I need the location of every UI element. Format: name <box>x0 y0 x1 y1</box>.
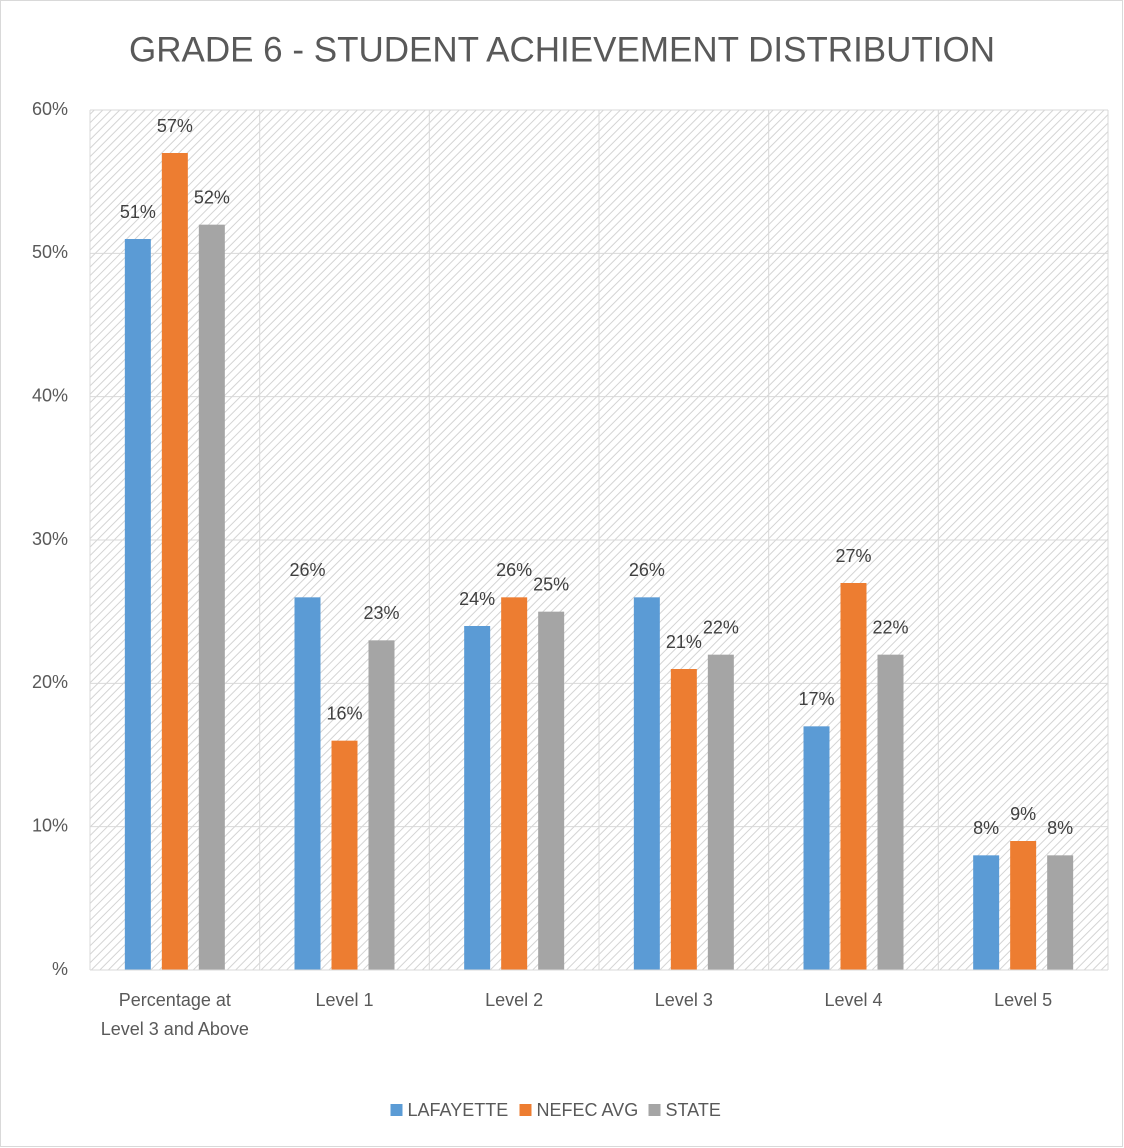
value-label: 24% <box>459 589 495 609</box>
bar <box>124 239 151 970</box>
y-tick-label: 30% <box>32 529 68 549</box>
value-label: 57% <box>157 116 193 136</box>
x-tick-label: Level 4 <box>824 990 883 1010</box>
value-label: 17% <box>798 689 834 709</box>
bar <box>1047 855 1074 970</box>
bar <box>538 611 565 970</box>
value-label: 21% <box>666 632 702 652</box>
value-label: 8% <box>1047 818 1073 838</box>
value-label: 26% <box>629 560 665 580</box>
bar <box>803 726 830 970</box>
value-label: 26% <box>289 560 325 580</box>
chart-title: GRADE 6 - STUDENT ACHIEVEMENT DISTRIBUTI… <box>129 30 995 69</box>
bar <box>501 597 528 970</box>
value-label: 22% <box>703 617 739 637</box>
value-label: 8% <box>973 818 999 838</box>
legend-label: NEFEC AVG <box>537 1100 639 1120</box>
legend-swatch <box>519 1104 532 1116</box>
x-tick-label: Level 3 <box>654 990 713 1010</box>
bar <box>161 153 188 970</box>
legend-swatch <box>648 1104 661 1116</box>
y-tick-label: 10% <box>32 815 68 835</box>
x-tick-label: Level 5 <box>994 990 1053 1010</box>
y-tick-label: 50% <box>32 242 68 262</box>
value-label: 16% <box>326 703 362 723</box>
bar <box>707 654 734 970</box>
y-tick-label: 20% <box>32 672 68 692</box>
legend-swatch <box>390 1104 403 1116</box>
x-tick-label: Level 1 <box>315 990 374 1010</box>
bar <box>973 855 1000 970</box>
bar <box>368 640 395 970</box>
bar <box>331 740 358 970</box>
bar <box>1010 841 1037 970</box>
bar <box>670 669 697 970</box>
value-label: 26% <box>496 560 532 580</box>
y-tick-label: % <box>52 959 68 979</box>
y-tick-label: 40% <box>32 385 68 405</box>
bar <box>198 224 225 970</box>
value-label: 9% <box>1010 804 1036 824</box>
bar <box>294 597 321 970</box>
value-label: 52% <box>194 187 230 207</box>
bar <box>877 654 904 970</box>
value-label: 23% <box>363 603 399 623</box>
bar <box>464 626 491 970</box>
x-tick-label: Percentage at Level 3 and Above <box>100 990 249 1039</box>
value-label: 27% <box>835 546 871 566</box>
value-label: 25% <box>533 574 569 594</box>
legend-label: LAFAYETTE <box>408 1100 509 1120</box>
bar <box>840 583 867 970</box>
x-tick-label: Level 2 <box>485 990 544 1010</box>
legend-label: STATE <box>666 1100 721 1120</box>
value-label: 51% <box>120 202 156 222</box>
y-tick-label: 60% <box>32 99 68 119</box>
value-label: 22% <box>872 617 908 637</box>
bar <box>633 597 660 970</box>
